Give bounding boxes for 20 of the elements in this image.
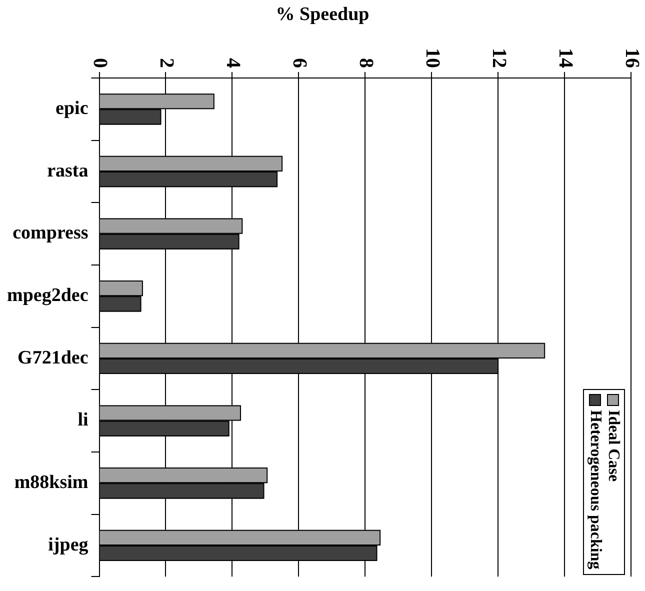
chart-title: % Speedup xyxy=(274,4,370,26)
x-tick-label: 4 xyxy=(222,58,244,68)
x-tick-label: 6 xyxy=(288,58,310,68)
x-tick-label: 12 xyxy=(488,48,510,68)
y-tick-label: G721dec xyxy=(18,347,88,368)
x-tick-label: 8 xyxy=(354,58,377,68)
x-tick-label: 16 xyxy=(620,48,643,68)
x-tick-label: 2 xyxy=(156,58,178,68)
legend-label: Ideal Case xyxy=(604,410,622,482)
y-tick-label: epic xyxy=(56,98,88,120)
y-tick-label: rasta xyxy=(47,160,89,182)
x-tick-label: 14 xyxy=(554,48,576,68)
y-tick-label: compress xyxy=(12,222,88,244)
y-tick-label: m88ksim xyxy=(14,472,88,494)
y-tick-label: ijpeg xyxy=(48,534,89,556)
y-tick-label: mpeg2dec xyxy=(6,285,88,306)
x-tick-label: 0 xyxy=(89,58,112,68)
legend-label: Heterogeneous packing xyxy=(586,410,604,570)
y-tick-label: li xyxy=(78,410,88,431)
x-tick-label: 10 xyxy=(421,48,444,68)
